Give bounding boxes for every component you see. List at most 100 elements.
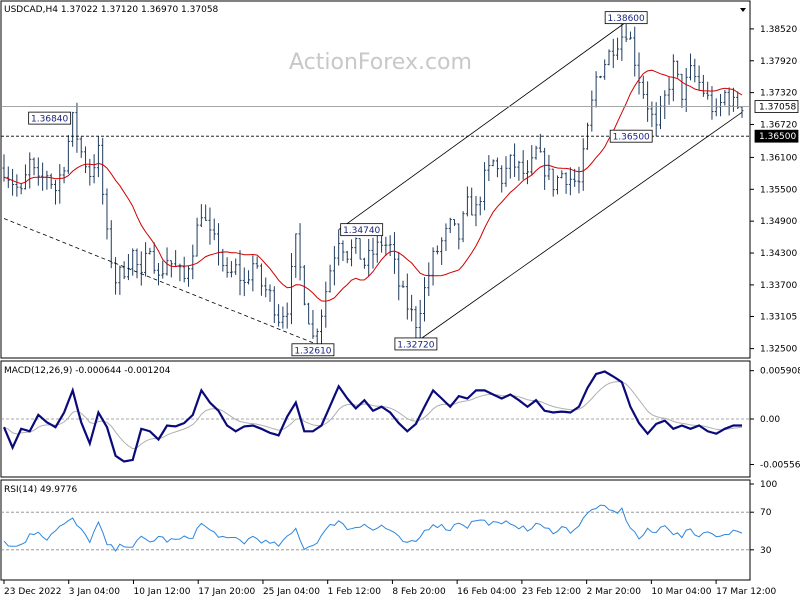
lower-channel-line xyxy=(415,111,743,343)
ohlc-bar xyxy=(517,160,521,181)
ohlc-bar xyxy=(590,90,594,132)
price-y-axis: 1.38520 1.37920 1.37320 1.36720 1.36100 1.355… xyxy=(750,25,799,355)
ohlc-bar xyxy=(603,59,607,80)
ohlc-bar xyxy=(723,89,727,106)
x-tick-label: 3 Jan 04:00 xyxy=(69,587,121,597)
annotation-1.32610: 1.32610 xyxy=(291,343,335,356)
macd-tick-label: 0.00 xyxy=(760,415,780,425)
ohlc-bar xyxy=(285,302,289,329)
ohlc-bar xyxy=(624,22,628,43)
macd-series: 0.005908 0.00 -0.005563 xyxy=(1,367,800,471)
ohlc-bar xyxy=(255,256,259,269)
rsi-tick-label: 100 xyxy=(760,480,777,490)
ohlc-bar xyxy=(401,280,405,288)
ohlc-bar xyxy=(234,258,238,275)
ohlc-bar xyxy=(66,135,70,174)
ohlc-bar xyxy=(58,164,62,204)
ohlc-bar xyxy=(109,220,113,269)
ohlc-bar xyxy=(568,167,572,196)
ohlc-bar xyxy=(156,262,160,286)
ohlc-bar xyxy=(311,309,315,339)
ohlc-bar xyxy=(701,74,705,97)
rsi-label: RSI(14) 49.9776 xyxy=(4,485,77,495)
ohlc-bar xyxy=(440,237,444,265)
annotation-label: 1.36840 xyxy=(31,115,68,125)
ohlc-bar xyxy=(598,75,602,79)
ohlc-bar xyxy=(607,49,611,66)
x-tick-label: 10 Jan 12:00 xyxy=(133,587,190,597)
ohlc-bar xyxy=(414,306,418,340)
ohlc-bar xyxy=(247,270,251,285)
ohlc-bar xyxy=(165,247,169,276)
x-tick-label: 8 Feb 20:00 xyxy=(392,587,446,597)
ohlc-bar xyxy=(680,73,684,108)
ohlc-bar xyxy=(152,242,156,274)
ohlc-bar xyxy=(637,52,641,95)
ohlc-bar xyxy=(264,277,268,298)
ohlc-bar xyxy=(375,232,379,263)
symbol-ohlc-label: USDCAD,H4 1.37022 1.37120 1.36970 1.3705… xyxy=(4,5,219,15)
ohlc-bar xyxy=(341,240,345,262)
annotation-1.36840: 1.36840 xyxy=(28,111,72,125)
ohlc-bar xyxy=(62,166,66,184)
ohlc-bar xyxy=(122,261,126,280)
ohlc-bar xyxy=(676,60,680,78)
x-tick-label: 1 Feb 12:00 xyxy=(328,587,382,597)
ohlc-bar xyxy=(182,256,186,283)
x-tick-label: 10 Mar 04:00 xyxy=(651,587,711,597)
ohlc-bar xyxy=(131,248,135,276)
ohlc-bar xyxy=(392,232,396,274)
ohlc-bar xyxy=(272,286,276,324)
x-tick-label: 23 Dec 2022 xyxy=(4,587,62,597)
ohlc-bar xyxy=(444,223,448,251)
ohlc-bar xyxy=(362,257,366,269)
watermark: ActionForex.com xyxy=(289,50,472,75)
ohlc-bar xyxy=(534,145,538,160)
ohlc-bar xyxy=(633,26,637,77)
ohlc-bar xyxy=(49,173,53,189)
channel-lines xyxy=(3,21,743,344)
ohlc-bar xyxy=(736,91,740,110)
ohlc-bar xyxy=(397,251,401,301)
ohlc-bar xyxy=(328,264,332,293)
ohlc-bar xyxy=(474,195,478,227)
ohlc-bar xyxy=(53,180,57,205)
ohlc-bar xyxy=(169,260,173,278)
ohlc-bar xyxy=(15,174,19,197)
y-tick-label: 1.38520 xyxy=(760,25,797,35)
ohlc-bar xyxy=(667,76,671,105)
y-tick-label: 1.33700 xyxy=(760,281,797,291)
annotation-label: 1.38600 xyxy=(608,14,645,24)
annotation-1.34740: 1.34740 xyxy=(340,223,384,236)
ohlc-bar xyxy=(560,170,564,179)
ohlc-bar xyxy=(187,265,190,287)
ohlc-bar xyxy=(697,65,701,91)
ohlc-bar xyxy=(487,155,491,182)
ohlc-bar xyxy=(358,238,362,260)
ohlc-bar xyxy=(388,235,392,256)
rsi-tick-label: 30 xyxy=(760,546,772,556)
ohlc-bar xyxy=(500,165,504,193)
ohlc-bar xyxy=(320,309,324,347)
ohlc-bar xyxy=(96,135,100,178)
ohlc-bar xyxy=(281,306,285,329)
ohlc-bar xyxy=(384,236,388,256)
ohlc-bar xyxy=(259,263,263,296)
annotation-1.36500: 1.36500 xyxy=(609,129,653,143)
ohlc-bar xyxy=(628,31,632,40)
ohlc-bar xyxy=(289,253,293,325)
ohlc-bar xyxy=(435,245,439,255)
y-tick-label: 1.32500 xyxy=(760,345,797,355)
pane-dropdown-icon[interactable] xyxy=(740,8,746,12)
ohlc-bar xyxy=(324,281,328,328)
ohlc-bar xyxy=(740,106,744,118)
ohlc-bar xyxy=(461,211,465,243)
badge-label: 1.37058 xyxy=(759,103,796,113)
ohlc-bar xyxy=(6,166,10,188)
ohlc-bar xyxy=(551,168,555,197)
rsi-series: 100 70 30 xyxy=(1,480,777,556)
ohlc-bar xyxy=(453,218,457,226)
ohlc-bar xyxy=(465,186,469,217)
macd-tick-label: -0.005563 xyxy=(760,461,800,471)
